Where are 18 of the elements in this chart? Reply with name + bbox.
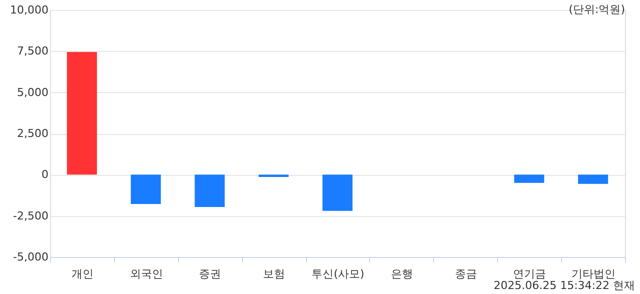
x-tick-label: 보험 <box>263 268 286 280</box>
x-tick-label: 은행 <box>390 268 413 280</box>
x-tick-label: 개인 <box>71 268 94 280</box>
x-tick-label: 증권 <box>199 268 222 280</box>
x-tick-label: 종금 <box>454 268 477 280</box>
text: 2025.06.25 15:34:22 현재 <box>494 279 635 292</box>
x-tick-label: 투신(사모) <box>312 268 364 280</box>
y-tick-label: 7,500 <box>17 44 48 58</box>
x-tick-label: 기타법인 <box>572 268 616 280</box>
x-tick-label: 외국인 <box>130 268 163 280</box>
y-tick-label: -2,500 <box>13 209 48 222</box>
y-tick-label: 2,500 <box>17 127 48 140</box>
annotation: (단위:억원) <box>568 3 625 16</box>
x-tick-label: 연기금 <box>513 268 546 280</box>
y-tick-label: -5,000 <box>13 250 48 264</box>
y-tick-label: 10,000 <box>10 4 48 16</box>
y-tick-label: 0 <box>42 168 48 182</box>
y-tick-label: 5,000 <box>17 86 48 99</box>
